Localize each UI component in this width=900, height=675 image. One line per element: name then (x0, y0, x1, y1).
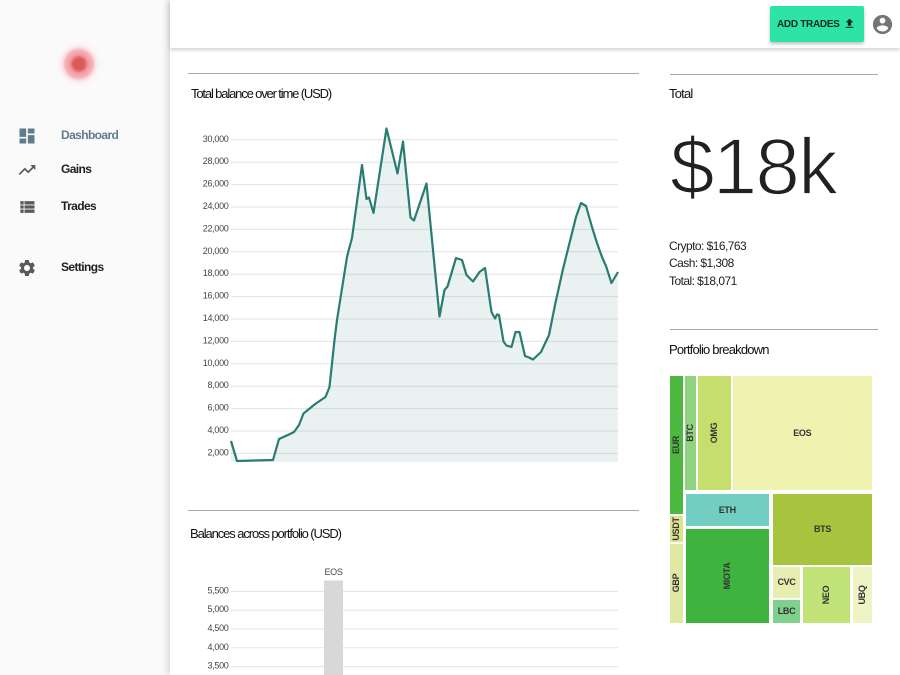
svg-text:20,000: 20,000 (203, 246, 229, 256)
svg-text:10,000: 10,000 (203, 358, 229, 368)
svg-text:6,000: 6,000 (207, 403, 228, 413)
svg-text:5,500: 5,500 (207, 585, 228, 595)
svg-text:EOS: EOS (324, 567, 342, 577)
svg-text:16,000: 16,000 (203, 291, 229, 301)
svg-text:2,000: 2,000 (207, 447, 228, 457)
svg-text:4,000: 4,000 (207, 425, 228, 435)
svg-text:4,000: 4,000 (207, 642, 228, 652)
svg-text:24,000: 24,000 (203, 201, 229, 211)
svg-text:14,000: 14,000 (203, 313, 229, 323)
svg-text:5,000: 5,000 (207, 604, 228, 614)
svg-text:18,000: 18,000 (203, 268, 229, 278)
svg-text:26,000: 26,000 (203, 179, 229, 189)
svg-text:22,000: 22,000 (203, 223, 229, 233)
svg-text:12,000: 12,000 (203, 335, 229, 345)
svg-text:4,500: 4,500 (207, 623, 228, 633)
svg-text:30,000: 30,000 (203, 134, 229, 144)
svg-text:3,500: 3,500 (207, 661, 228, 671)
svg-text:8,000: 8,000 (207, 380, 228, 390)
svg-text:28,000: 28,000 (203, 156, 229, 166)
